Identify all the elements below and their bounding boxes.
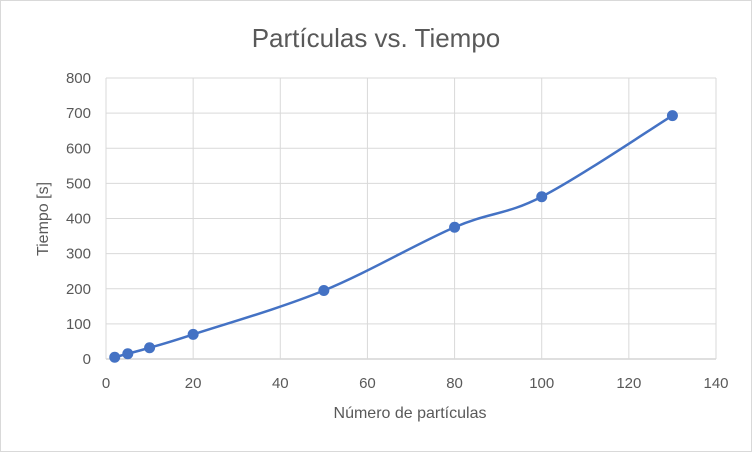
x-tick-label: 0: [102, 375, 110, 392]
x-tick-label: 20: [185, 375, 202, 392]
y-tick-label: 0: [83, 351, 91, 368]
y-tick-label: 600: [66, 140, 91, 157]
data-point: [536, 191, 548, 203]
y-tick-label: 200: [66, 281, 91, 298]
y-tick-label: 400: [66, 211, 91, 228]
x-tick-labels: 0 20 40 60 80 100 120 140: [102, 375, 729, 392]
data-point: [187, 328, 199, 340]
y-tick-labels: 0 100 200 300 400 500 600 700 800: [66, 70, 91, 368]
data-points: [109, 110, 678, 363]
data-point: [666, 110, 678, 122]
y-tick-label: 700: [66, 105, 91, 122]
x-tick-label: 60: [359, 375, 376, 392]
grid: [105, 77, 717, 360]
data-point: [122, 348, 134, 360]
y-tick-label: 800: [66, 70, 91, 87]
x-axis-label: Número de partículas: [334, 405, 487, 422]
data-point: [449, 221, 461, 233]
data-point: [144, 342, 156, 354]
x-tick-label: 100: [529, 375, 554, 392]
series-line: [114, 114, 674, 359]
y-tick-label: 500: [66, 175, 91, 192]
chart-title: Partículas vs. Tiempo: [252, 23, 501, 53]
data-point: [109, 351, 121, 363]
x-tick-label: 120: [616, 375, 641, 392]
x-tick-label: 80: [446, 375, 463, 392]
y-tick-label: 100: [66, 316, 91, 333]
y-axis-label: Tiempo [s]: [35, 182, 52, 256]
x-tick-label: 40: [272, 375, 289, 392]
data-point: [318, 285, 330, 297]
x-tick-label: 140: [703, 375, 728, 392]
y-tick-label: 300: [66, 246, 91, 263]
